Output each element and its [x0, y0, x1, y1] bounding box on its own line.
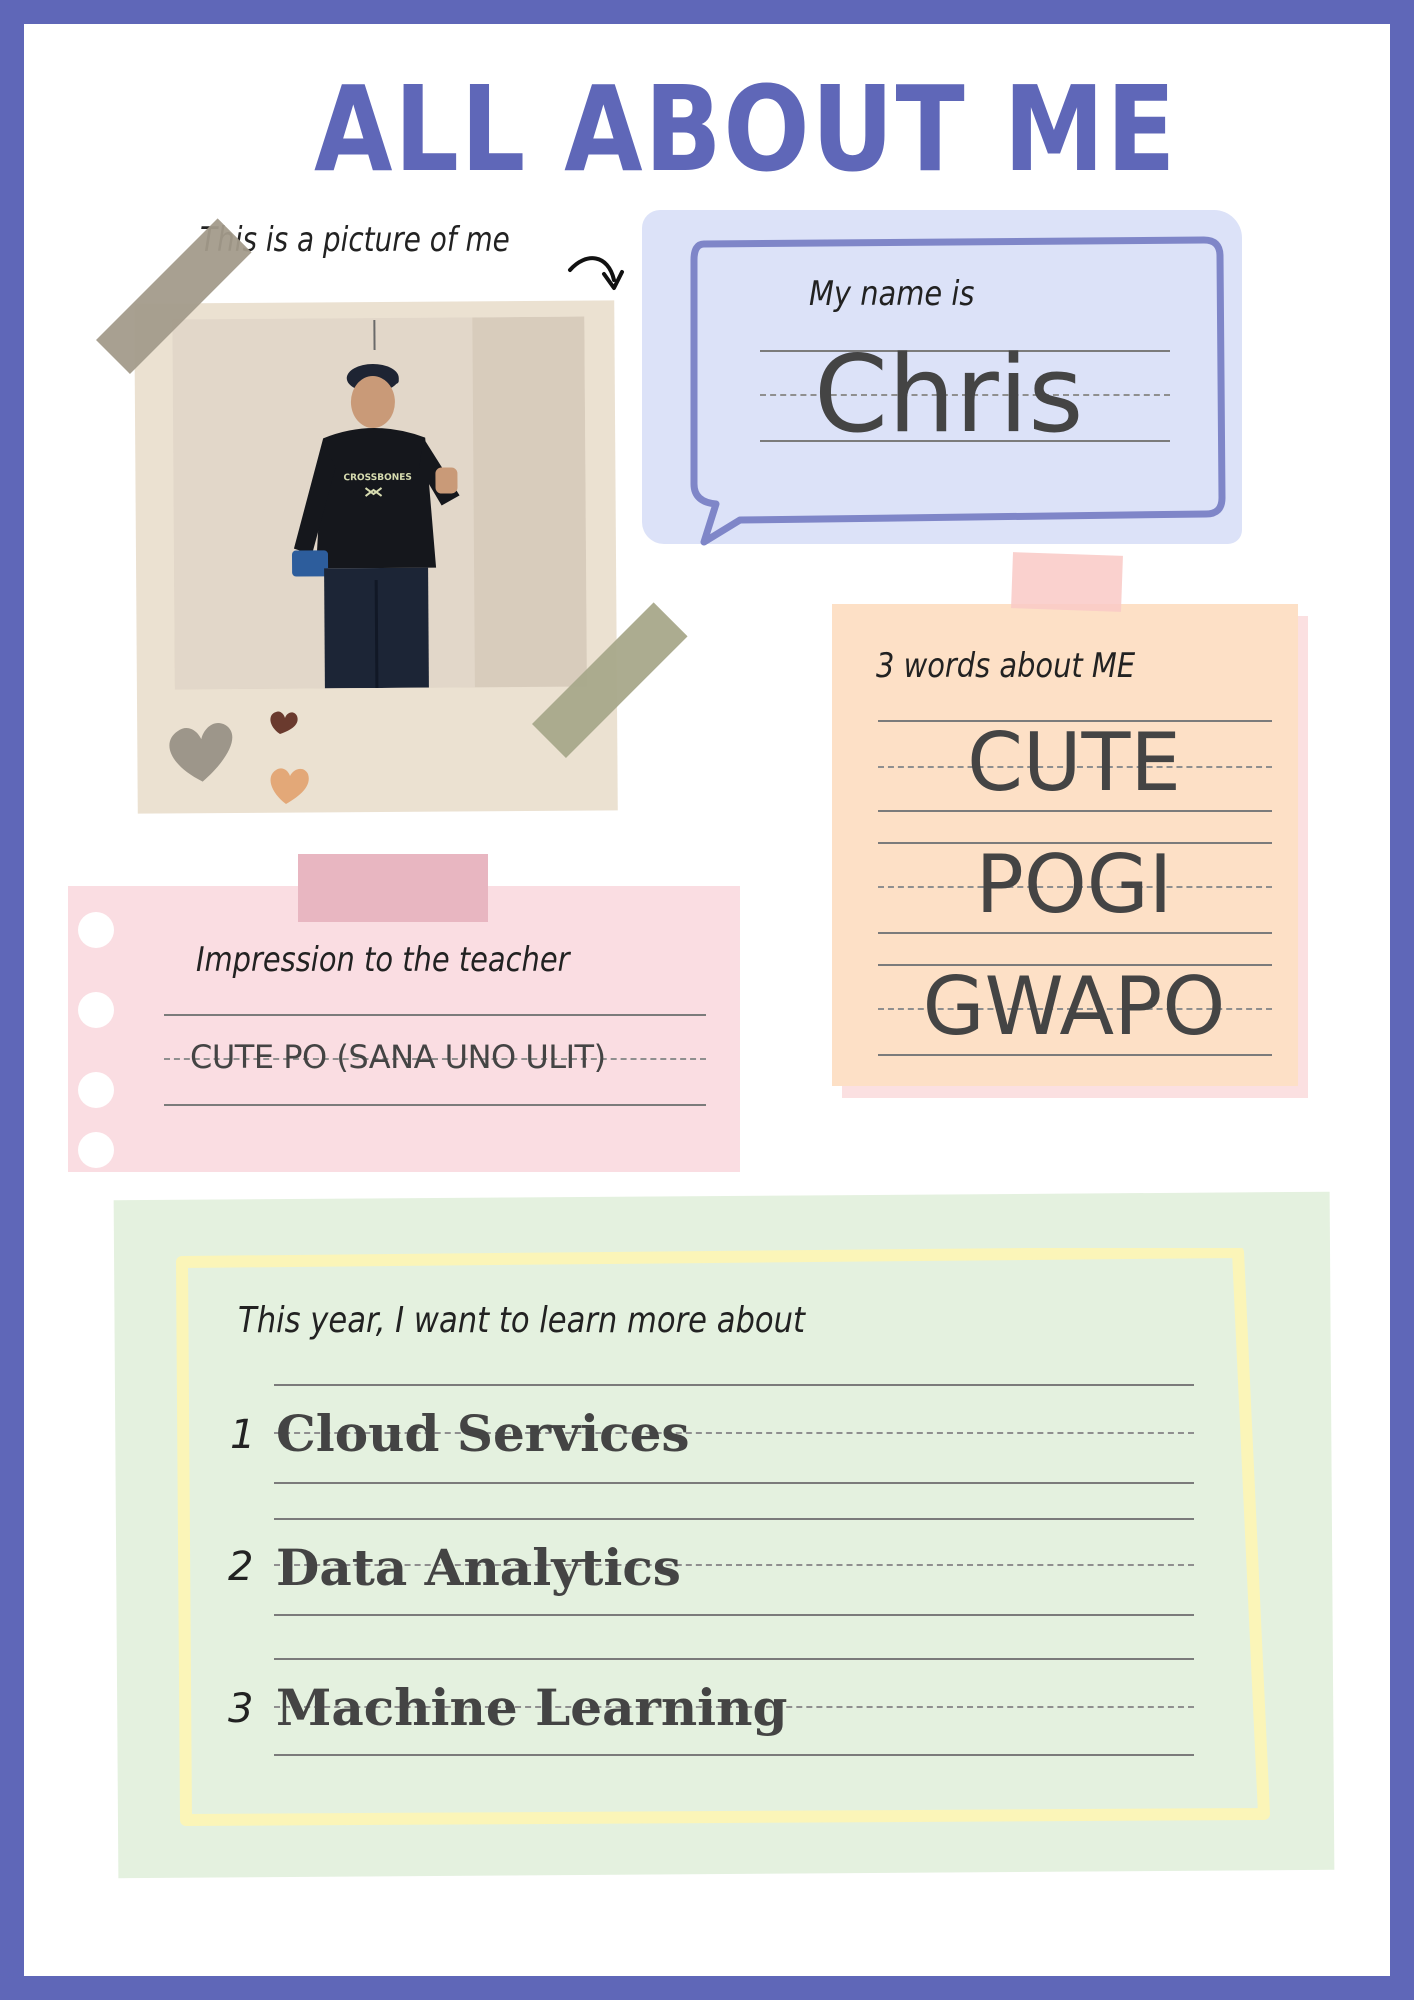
- words-label: 3 words about ME: [876, 646, 1136, 686]
- impression-card: [68, 886, 740, 1172]
- learn-label: This year, I want to learn more about: [238, 1300, 806, 1341]
- page-title: ALL ABOUT ME: [314, 60, 1178, 198]
- speech-bubble: [690, 236, 1226, 546]
- name-value: Chris: [814, 333, 1084, 456]
- learn-frame: [176, 1248, 1270, 1826]
- photo-caption: This is a picture of me: [200, 220, 510, 260]
- tape-strip: [298, 854, 488, 922]
- worksheet-page: ALL ABOUT ME This is a picture of me CRO…: [24, 24, 1390, 1976]
- learn-item-topic: Cloud Services: [276, 1404, 690, 1463]
- impression-value: CUTE PO (SANA UNO ULIT): [190, 1038, 606, 1076]
- word-item: CUTE: [967, 716, 1181, 809]
- impression-label: Impression to the teacher: [196, 940, 570, 980]
- learn-item-number: 1: [230, 1412, 256, 1458]
- words-card: [832, 604, 1298, 1086]
- learn-item-topic: Machine Learning: [276, 1678, 788, 1737]
- curved-arrow-icon: [568, 256, 624, 290]
- name-label: My name is: [809, 274, 975, 314]
- learn-item-number: 2: [228, 1544, 254, 1590]
- learn-item-topic: Data Analytics: [276, 1538, 681, 1597]
- learn-item-number: 3: [228, 1686, 254, 1732]
- word-item: GWAPO: [922, 960, 1226, 1053]
- tape-strip: [1011, 552, 1123, 612]
- name-card: [642, 210, 1242, 544]
- photo-frame: CROSSBONES: [134, 300, 618, 814]
- hearts-icon: [169, 711, 309, 804]
- profile-photo: CROSSBONES: [172, 316, 587, 690]
- shirt-print: CROSSBONES: [343, 473, 411, 483]
- word-item: POGI: [975, 838, 1173, 931]
